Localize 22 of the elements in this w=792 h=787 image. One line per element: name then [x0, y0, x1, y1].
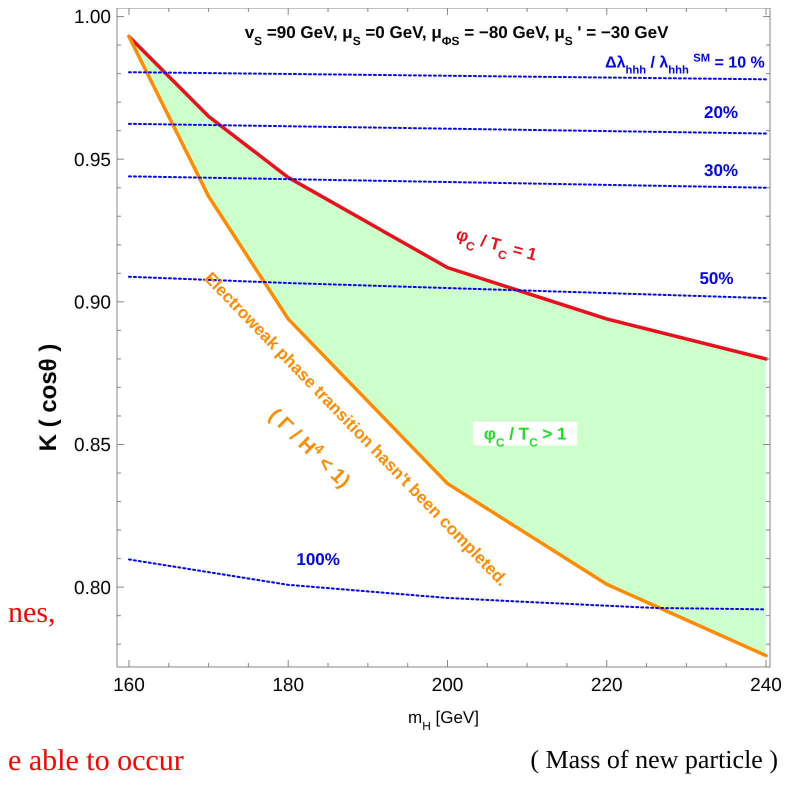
x-tick-label: 220	[590, 675, 623, 696]
y-tick-label: 0.95	[74, 150, 111, 171]
x-tick-label: 160	[113, 675, 145, 696]
y-tick-label: 0.90	[74, 292, 111, 314]
annotation: φ$_{C}$ / T$_{C}$ > 1	[484, 424, 567, 450]
text: ( Mass of new particle )	[530, 745, 778, 774]
x-tick-label: 180	[272, 675, 304, 696]
y-tick-label: 0.80	[74, 578, 111, 599]
series-label: 20%	[704, 103, 738, 122]
y-tick-label: 1.00	[74, 7, 111, 28]
y-tick-label: 0.85	[74, 435, 111, 456]
series-label: 50%	[699, 269, 734, 288]
text: e able to occur	[8, 744, 184, 777]
series-label: 100%	[296, 550, 340, 569]
series-label: 30%	[704, 161, 738, 180]
x-axis-title: m$_{H}$[GeV]	[408, 708, 479, 733]
chart-title: v$_{S}$=90 GeV, μ$_{S}$=0 GeV, μ$_{ΦS}$ = −80 GeV, μ$_{S}$ ' = −30 GeV	[244, 23, 668, 48]
x-tick-label: 200	[432, 675, 464, 696]
series-label: Δλ$_{hhh}$ / λ$_{hhh}$$^{SM}$ = 10 %	[605, 52, 765, 76]
text: nes,	[8, 596, 56, 629]
x-tick-label: 240	[750, 675, 782, 696]
y-axis-title: K ( cosθ )	[35, 344, 62, 452]
